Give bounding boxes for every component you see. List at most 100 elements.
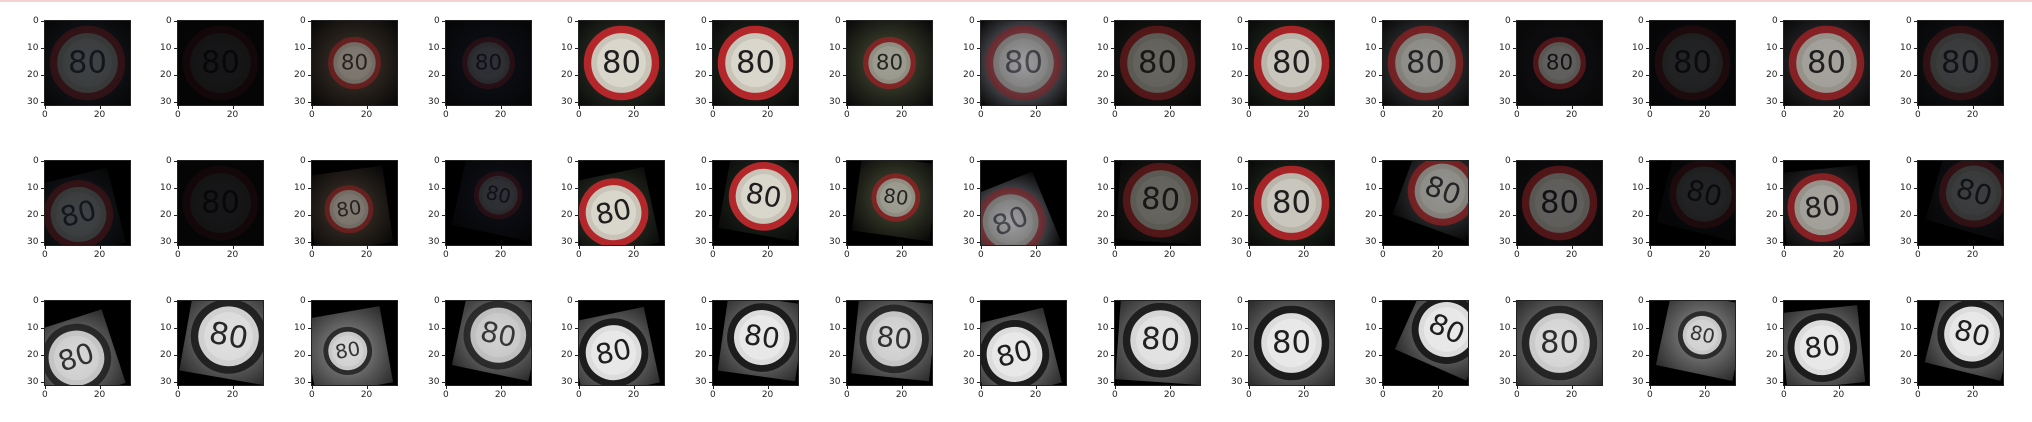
x-tick-label: 0: [1647, 390, 1653, 400]
y-tick-mark: [977, 161, 980, 162]
y-tick-label: 10: [160, 43, 172, 54]
y-tick-mark: [1111, 242, 1114, 244]
y-tick-mark: [709, 188, 712, 190]
y-tick-label: 30: [963, 377, 975, 388]
y-tick-label: 30: [1499, 377, 1511, 388]
y-tick-label: 20: [27, 70, 39, 81]
sign-image: 80: [1784, 21, 1869, 105]
y-tick-label: 20: [428, 70, 440, 81]
y-tick-label: 10: [1766, 43, 1778, 54]
image-axes: 80: [846, 300, 933, 386]
sign-digits: 80: [1688, 321, 1717, 349]
y-tick-label: 0: [300, 156, 306, 166]
y-tick-mark: [41, 328, 44, 330]
x-tick-label: 20: [1163, 250, 1176, 260]
sign-image: 80: [1784, 161, 1869, 245]
sign-digits: 80: [1803, 189, 1842, 225]
y-tick-label: 0: [434, 156, 440, 166]
sign-image: 80: [1650, 301, 1735, 385]
y-tick-mark: [843, 215, 846, 217]
x-tick-mark: [1784, 106, 1785, 109]
y-tick-mark: [1513, 355, 1516, 357]
y-tick-label: 20: [963, 70, 975, 81]
x-tick-mark: [312, 246, 313, 249]
x-tick-label: 20: [761, 390, 774, 400]
y-tick-mark: [1513, 328, 1516, 330]
x-tick-label: 0: [175, 110, 181, 120]
y-tick-mark: [1646, 48, 1649, 50]
y-tick-mark: [1111, 161, 1114, 162]
y-tick-label: 30: [561, 237, 573, 248]
y-tick-label: 30: [1365, 97, 1377, 108]
y-tick-label: 10: [1766, 183, 1778, 194]
y-tick-mark: [442, 102, 445, 104]
x-tick-label: 20: [1698, 250, 1711, 260]
y-tick-mark: [1245, 355, 1248, 357]
y-tick-mark: [1914, 188, 1917, 190]
y-tick-label: 20: [695, 350, 707, 361]
x-tick-label: 0: [1380, 390, 1386, 400]
sign-digits: 80: [1941, 46, 1980, 81]
y-tick-mark: [1111, 301, 1114, 302]
y-tick-label: 10: [1632, 183, 1644, 194]
y-tick-mark: [1111, 355, 1114, 357]
y-tick-label: 30: [829, 97, 841, 108]
y-tick-mark: [1914, 355, 1917, 357]
x-tick-mark: [1303, 106, 1305, 109]
sign-image: 80: [446, 301, 531, 385]
y-tick-label: 20: [829, 210, 841, 221]
sign-image: 80: [1383, 21, 1468, 105]
y-tick-label: 20: [27, 350, 39, 361]
y-tick-label: 0: [300, 16, 306, 26]
y-tick-label: 10: [1766, 323, 1778, 334]
y-tick-mark: [1914, 21, 1917, 22]
x-tick-label: 0: [978, 250, 984, 260]
y-tick-label: 30: [1499, 97, 1511, 108]
x-tick-mark: [446, 386, 447, 389]
x-tick-mark: [981, 106, 982, 109]
x-tick-label: 0: [443, 390, 449, 400]
y-tick-mark: [442, 301, 445, 302]
y-tick-mark: [1111, 328, 1114, 330]
y-tick-mark: [308, 161, 311, 162]
y-tick-mark: [1914, 328, 1917, 330]
y-tick-mark: [442, 215, 445, 217]
y-tick-mark: [1646, 301, 1649, 302]
x-tick-label: 0: [576, 110, 582, 120]
y-tick-label: 0: [33, 156, 39, 166]
image-axes: 80: [1783, 160, 1870, 246]
x-tick-label: 0: [844, 110, 850, 120]
x-tick-mark: [1035, 246, 1037, 249]
y-tick-label: 30: [160, 237, 172, 248]
y-tick-mark: [1379, 242, 1382, 244]
image-axes: 80: [712, 300, 799, 386]
x-tick-label: 20: [93, 250, 106, 260]
x-tick-label: 0: [1380, 110, 1386, 120]
x-tick-mark: [767, 386, 769, 389]
sign-image: 80: [312, 301, 397, 385]
y-tick-label: 20: [829, 350, 841, 361]
x-tick-label: 20: [895, 250, 908, 260]
y-tick-mark: [709, 102, 712, 104]
x-tick-mark: [901, 386, 903, 389]
y-tick-label: 10: [1499, 183, 1511, 194]
sign-image: 80: [1650, 161, 1735, 245]
y-tick-label: 0: [701, 156, 707, 166]
y-tick-label: 0: [1237, 16, 1243, 26]
y-tick-mark: [1111, 48, 1114, 50]
y-tick-mark: [1914, 242, 1917, 244]
x-tick-label: 20: [226, 390, 239, 400]
y-tick-label: 30: [1632, 377, 1644, 388]
y-tick-mark: [709, 355, 712, 357]
y-tick-mark: [442, 355, 445, 357]
y-tick-label: 30: [829, 377, 841, 388]
y-tick-mark: [977, 328, 980, 330]
y-tick-label: 10: [1231, 43, 1243, 54]
y-tick-label: 0: [1772, 16, 1778, 26]
image-axes: 80: [445, 20, 532, 106]
x-tick-label: 20: [1832, 110, 1845, 120]
y-tick-label: 20: [160, 210, 172, 221]
y-tick-mark: [843, 48, 846, 50]
x-tick-label: 0: [1915, 110, 1921, 120]
x-tick-label: 20: [360, 110, 373, 120]
